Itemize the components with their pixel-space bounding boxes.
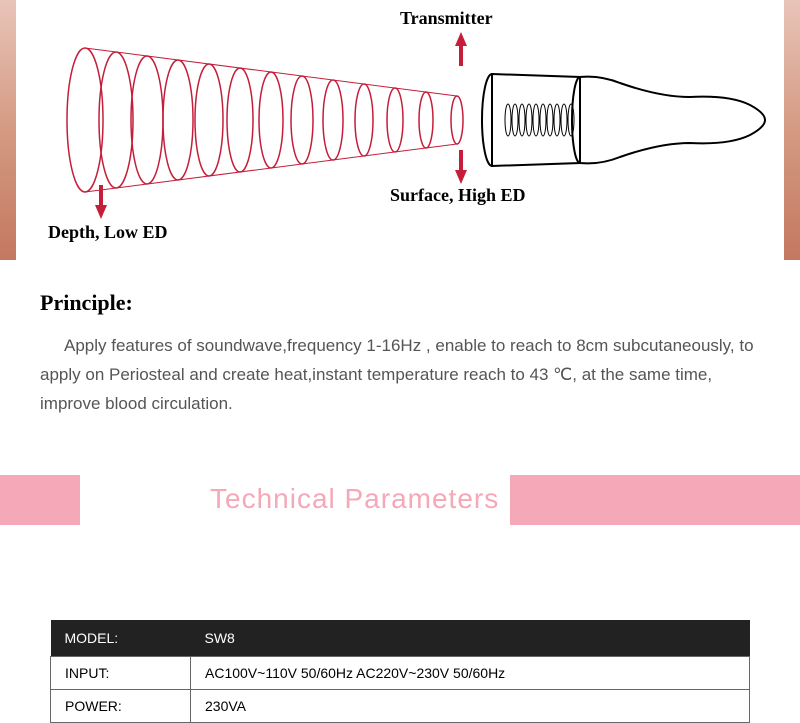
arrow-surface bbox=[455, 170, 467, 184]
principle-section: Principle: Apply features of soundwave,f… bbox=[40, 290, 760, 419]
wave-ellipses bbox=[0, 0, 500, 260]
specs-table: MODEL:SW8INPUT:AC100V~110V 50/60Hz AC220… bbox=[50, 620, 750, 723]
label-depth: Depth, Low ED bbox=[48, 222, 168, 243]
spec-row: INPUT:AC100V~110V 50/60Hz AC220V~230V 50… bbox=[51, 657, 750, 690]
spec-label: MODEL: bbox=[51, 620, 191, 657]
technical-parameters-banner: Technical Parameters bbox=[0, 475, 800, 525]
spec-label: INPUT: bbox=[51, 657, 191, 690]
banner-bar-left bbox=[0, 475, 80, 525]
banner-title: Technical Parameters bbox=[210, 483, 499, 515]
spec-value: 230VA bbox=[191, 690, 750, 723]
spec-row: MODEL:SW8 bbox=[51, 620, 750, 657]
wave-diagram: Transmitter Handle Surface, High ED Dept… bbox=[0, 0, 800, 260]
spec-row: POWER:230VA bbox=[51, 690, 750, 723]
label-transmitter: Transmitter bbox=[400, 8, 493, 29]
handle-drawing bbox=[480, 55, 770, 185]
banner-bar-right bbox=[510, 475, 800, 525]
arrow-depth bbox=[95, 205, 107, 219]
principle-body: Apply features of soundwave,frequency 1-… bbox=[40, 332, 760, 419]
label-surface: Surface, High ED bbox=[390, 185, 526, 206]
spec-value: SW8 bbox=[191, 620, 750, 657]
spec-label: POWER: bbox=[51, 690, 191, 723]
arrow-transmitter bbox=[455, 32, 467, 46]
principle-title: Principle: bbox=[40, 290, 760, 316]
spec-value: AC100V~110V 50/60Hz AC220V~230V 50/60Hz bbox=[191, 657, 750, 690]
